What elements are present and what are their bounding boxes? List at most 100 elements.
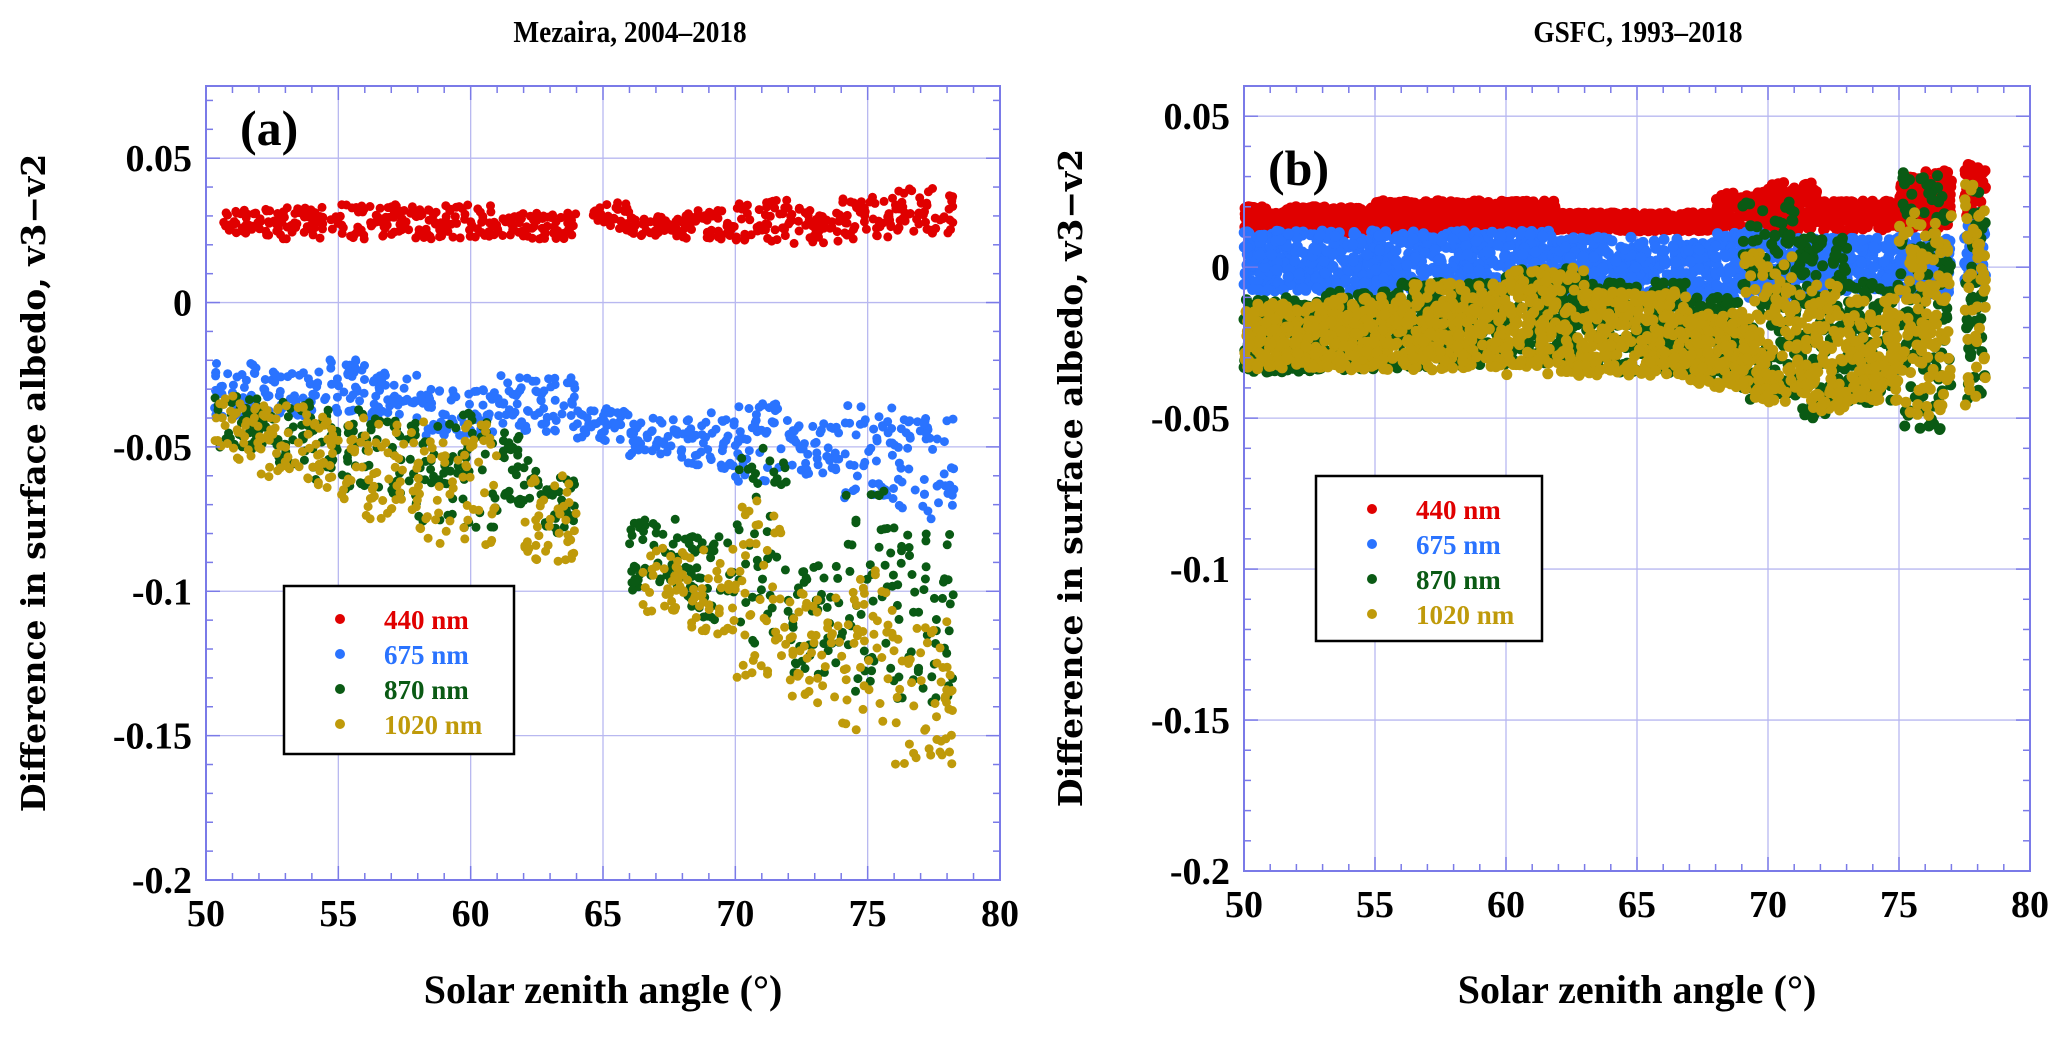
data-point: [769, 400, 779, 410]
data-point: [647, 427, 656, 437]
data-point: [376, 513, 386, 523]
data-point: [421, 514, 431, 524]
data-point: [545, 514, 555, 524]
data-point: [559, 522, 569, 532]
data-point: [866, 443, 876, 453]
data-point: [656, 212, 666, 222]
data-point: [231, 206, 241, 216]
data-point: [754, 205, 764, 215]
data-point: [308, 230, 318, 240]
data-point: [389, 380, 399, 390]
data-point: [275, 463, 285, 473]
data-point: [416, 524, 426, 534]
y-tick-label: 0.05: [126, 138, 193, 180]
data-point: [890, 200, 900, 210]
data-point: [752, 496, 762, 506]
data-point: [346, 406, 356, 416]
data-point: [534, 531, 544, 541]
data-point: [944, 204, 954, 214]
data-point: [1718, 203, 1730, 215]
data-point: [823, 646, 833, 656]
data-point: [706, 408, 716, 418]
data-point: [794, 204, 804, 214]
data-point: [313, 478, 323, 487]
y-tick-label: -0.15: [113, 716, 192, 758]
data-point: [486, 439, 496, 449]
data-point: [823, 618, 833, 628]
data-point: [523, 456, 533, 465]
data-point: [947, 686, 957, 695]
data-point: [539, 403, 549, 413]
data-point: [1399, 209, 1411, 221]
data-point: [215, 399, 225, 409]
data-point: [264, 472, 274, 482]
data-point: [321, 393, 331, 402]
data-point: [932, 434, 942, 444]
data-point: [518, 231, 528, 241]
data-point: [910, 485, 920, 495]
data-point: [414, 481, 423, 491]
data-point: [273, 403, 283, 413]
data-point: [942, 648, 952, 658]
data-point: [303, 473, 313, 483]
data-point: [831, 465, 841, 475]
data-point: [548, 228, 558, 238]
data-point: [1664, 216, 1676, 228]
data-point: [831, 593, 841, 603]
data-point: [748, 635, 758, 645]
data-point: [530, 410, 540, 420]
data-point: [539, 223, 549, 233]
data-point: [255, 224, 265, 234]
data-point: [1877, 217, 1889, 229]
data-point: [851, 518, 861, 528]
data-point: [211, 385, 220, 395]
data-point: [841, 675, 851, 685]
data-point: [808, 421, 818, 431]
data-point: [728, 603, 737, 613]
data-point: [918, 683, 928, 693]
y-tick-label: -0.05: [113, 427, 192, 469]
data-point: [869, 424, 879, 434]
data-point: [227, 414, 237, 424]
data-point: [856, 402, 866, 412]
data-point: [1432, 254, 1444, 266]
data-point: [801, 220, 811, 230]
data-point: [318, 224, 327, 234]
data-point: [748, 655, 758, 665]
data-point: [931, 615, 941, 624]
data-point: [713, 226, 723, 236]
data-point: [755, 221, 765, 231]
data-point: [762, 616, 771, 626]
data-point: [747, 423, 757, 433]
data-point: [698, 612, 708, 622]
data-point: [1645, 224, 1657, 236]
data-point: [542, 412, 552, 422]
data-point: [788, 622, 798, 632]
data-point: [426, 384, 436, 394]
data-point: [942, 617, 952, 627]
data-point: [332, 392, 342, 402]
data-point: [481, 426, 490, 436]
data-point: [226, 222, 236, 232]
data-point: [532, 555, 542, 565]
data-point: [1461, 249, 1473, 261]
data-point: [804, 686, 814, 696]
data-point: [559, 401, 569, 411]
data-point: [893, 580, 903, 590]
panel-tag: (a): [240, 100, 298, 156]
data-point: [450, 212, 460, 222]
data-point: [612, 201, 622, 211]
data-point: [407, 428, 416, 437]
data-point: [276, 372, 286, 382]
data-point: [541, 427, 551, 436]
data-point: [780, 565, 790, 575]
data-point: [260, 375, 270, 384]
data-point: [302, 417, 312, 427]
data-point: [734, 465, 744, 475]
data-point: [501, 410, 511, 420]
data-point: [1508, 204, 1520, 216]
data-point: [811, 437, 821, 447]
data-point: [1470, 235, 1482, 247]
data-point: [327, 224, 337, 234]
data-point: [366, 425, 376, 435]
